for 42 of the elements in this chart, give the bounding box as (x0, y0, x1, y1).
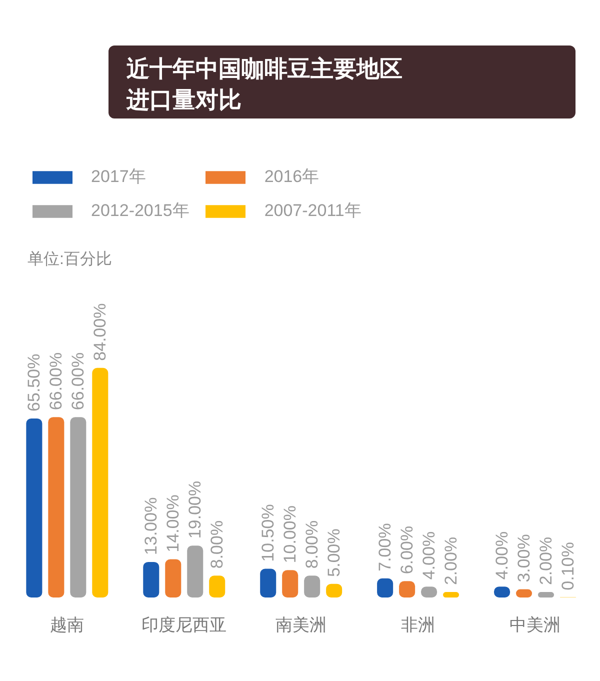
data-label: 66.00% (46, 352, 66, 410)
bar (48, 417, 64, 598)
data-label: 8.00% (208, 520, 227, 569)
data-label: 2.00% (442, 536, 461, 586)
data-label: 8.00% (302, 520, 322, 569)
legend-label: 2016年 (264, 166, 320, 188)
data-label: 4.00% (492, 531, 512, 580)
legend-label: 2007-2011年 (264, 200, 362, 222)
bar (187, 546, 204, 598)
data-label: 10.00% (280, 505, 300, 564)
chart-title: 近十年中国咖啡豆主要地区进口量对比 (126, 56, 402, 113)
bar (70, 417, 86, 598)
data-label: 84.00% (90, 303, 110, 361)
data-label: 0.10% (558, 542, 578, 590)
data-label: 3.00% (514, 534, 534, 582)
data-label: 65.50% (24, 354, 44, 412)
bar (260, 568, 276, 598)
bar (143, 562, 160, 598)
bar (304, 576, 320, 598)
data-label: 5.00% (324, 528, 344, 577)
data-label: 10.50% (258, 504, 278, 562)
legend-label: 2012-2015年 (91, 200, 190, 222)
data-label: 13.00% (142, 497, 161, 555)
data-label: 7.00% (376, 523, 395, 572)
x-tick-label: 南美洲 (276, 616, 327, 634)
x-tick-label: 中美洲 (510, 616, 561, 634)
x-tick-label: 非洲 (401, 616, 436, 634)
bar (92, 368, 108, 598)
text: 单位:百分比 (28, 250, 112, 268)
x-tick-label: 印度尼西亚 (142, 616, 227, 634)
data-label: 4.00% (420, 531, 439, 580)
data-label: 6.00% (398, 526, 417, 574)
data-label: 2.00% (536, 536, 556, 586)
data-label: 66.00% (68, 352, 88, 410)
x-tick-label: 越南 (50, 616, 84, 634)
bar (26, 418, 42, 598)
data-label: 14.00% (164, 494, 183, 552)
data-label: 19.00% (186, 480, 205, 539)
bar (209, 576, 226, 598)
bar (282, 570, 298, 598)
legend-label: 2017年 (91, 166, 146, 188)
bar (165, 559, 182, 598)
